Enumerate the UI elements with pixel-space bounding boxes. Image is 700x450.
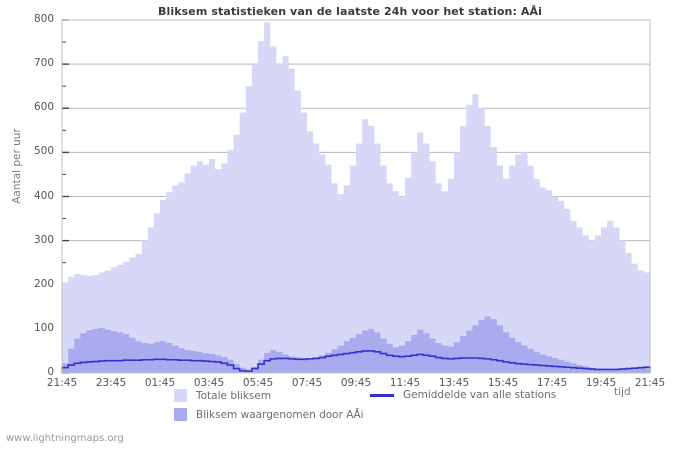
plot-frame xyxy=(61,19,651,374)
x-tick-label: 23:45 xyxy=(95,377,127,389)
source-footer: www.lightningmaps.org xyxy=(6,433,124,444)
x-tick-label: 15:45 xyxy=(487,377,519,389)
x-tick-label: 21:45 xyxy=(634,377,666,389)
x-axis-label: tijd xyxy=(614,386,631,398)
series-area-total xyxy=(62,22,650,374)
legend-item-station[interactable]: Bliksem waargenomen door AÅi xyxy=(174,408,364,421)
x-tick-label: 21:45 xyxy=(46,377,78,389)
y-tick-label: 100 xyxy=(33,321,54,334)
x-tick-label: 07:45 xyxy=(291,377,323,389)
x-tick-label: 19:45 xyxy=(585,377,617,389)
x-tick-label: 13:45 xyxy=(438,377,470,389)
x-tick-label: 09:45 xyxy=(340,377,372,389)
series-area-station xyxy=(62,316,650,373)
x-tick-label: 11:45 xyxy=(389,377,421,389)
y-tick-label: 500 xyxy=(33,145,54,158)
x-tick-label: 05:45 xyxy=(242,377,274,389)
y-tick-label: 0 xyxy=(47,366,54,378)
y-tick-label: 300 xyxy=(33,233,54,246)
x-tick-label: 01:45 xyxy=(144,377,176,389)
legend-line-average-icon xyxy=(370,393,394,397)
legend-swatch-total-icon xyxy=(174,389,187,402)
chart-legend: Totale bliksem Bliksem waargenomen door … xyxy=(0,389,700,431)
y-tick-label: 800 xyxy=(33,13,54,25)
y-tick-label: 600 xyxy=(33,101,54,114)
legend-label-station: Bliksem waargenomen door AÅi xyxy=(196,408,364,421)
legend-swatch-station-icon xyxy=(174,408,187,421)
legend-item-average[interactable]: Gemiddelde van alle stations xyxy=(370,389,556,401)
x-tick-label: 17:45 xyxy=(536,377,568,389)
legend-label-total: Totale bliksem xyxy=(196,389,272,402)
y-tick-label: 700 xyxy=(33,57,54,70)
y-tick-label: 200 xyxy=(33,277,54,290)
series-line-average xyxy=(62,350,651,373)
legend-item-total[interactable]: Totale bliksem xyxy=(174,389,271,402)
legend-label-average: Gemiddelde van alle stations xyxy=(403,389,557,401)
y-tick-label: 400 xyxy=(33,189,54,202)
page-title: Bliksem statistieken van de laatste 24h … xyxy=(157,5,543,18)
x-tick-label: 03:45 xyxy=(193,377,225,389)
